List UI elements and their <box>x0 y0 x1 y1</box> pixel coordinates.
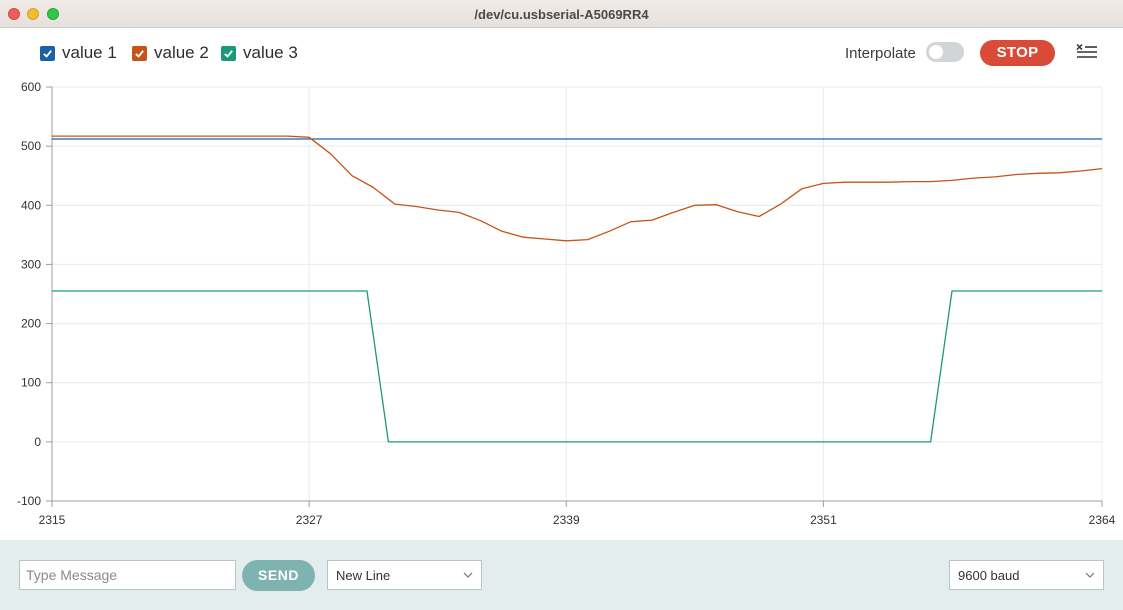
checkbox-value-3[interactable] <box>221 45 236 61</box>
y-tick-label: 500 <box>21 139 41 153</box>
x-tick-label: 2327 <box>296 513 323 527</box>
legend-item-value-2[interactable]: value 2 <box>132 43 209 62</box>
toggle-knob <box>929 45 943 59</box>
y-tick-label: 400 <box>21 198 41 212</box>
interpolate-label: Interpolate <box>845 45 916 62</box>
x-tick-label: 2339 <box>553 513 580 527</box>
baud-rate-select[interactable]: 9600 baud <box>949 560 1104 590</box>
x-tick-label: 2351 <box>810 513 837 527</box>
line-ending-value: New Line <box>336 568 391 583</box>
legend-item-value-3[interactable]: value 3 <box>221 43 298 62</box>
send-button[interactable]: SEND <box>242 560 315 591</box>
serial-plotter-chart: 600 500 400 300 200 100 0 -100 2315 2327 2339 2351 2… <box>17 80 1116 527</box>
clear-list-icon[interactable] <box>1076 43 1098 61</box>
close-window-button[interactable] <box>8 8 20 20</box>
y-tick-label: 0 <box>34 435 41 449</box>
check-icon <box>224 49 233 58</box>
plotter-toolbar: value 1 value 2 value 3 Interpolate STOP <box>0 28 1123 80</box>
message-input[interactable] <box>19 560 236 590</box>
chevron-down-icon <box>1085 572 1095 578</box>
bottom-bar: SEND New Line 9600 baud <box>0 540 1123 610</box>
check-icon <box>135 49 144 58</box>
y-tick-label: -100 <box>17 494 41 508</box>
check-icon <box>43 49 52 58</box>
line-ending-select[interactable]: New Line <box>327 560 482 590</box>
interpolate-toggle[interactable] <box>926 42 964 62</box>
chevron-down-icon <box>463 572 473 578</box>
minimize-window-button[interactable] <box>27 8 39 20</box>
y-tick-label: 100 <box>21 376 41 390</box>
series-line-value-3 <box>52 290 1102 443</box>
zoom-window-button[interactable] <box>47 8 59 20</box>
x-tick-label: 2364 <box>1089 513 1116 527</box>
x-tick-label: 2315 <box>39 513 66 527</box>
y-tick-label: 300 <box>21 257 41 271</box>
stop-button[interactable]: STOP <box>980 40 1055 66</box>
y-tick-label: 200 <box>21 317 41 331</box>
legend-label: value 1 <box>62 43 117 62</box>
window-title: /dev/cu.usbserial-A5069RR4 <box>474 7 649 22</box>
legend-label: value 3 <box>243 43 298 62</box>
baud-rate-value: 9600 baud <box>958 568 1020 583</box>
checkbox-value-1[interactable] <box>40 45 55 61</box>
title-bar: /dev/cu.usbserial-A5069RR4 <box>0 0 1123 28</box>
series-line-value-2 <box>52 135 1103 242</box>
legend-item-value-1[interactable]: value 1 <box>40 43 117 62</box>
legend-label: value 2 <box>154 43 209 62</box>
y-tick-label: 600 <box>21 80 41 94</box>
checkbox-value-2[interactable] <box>132 45 147 61</box>
